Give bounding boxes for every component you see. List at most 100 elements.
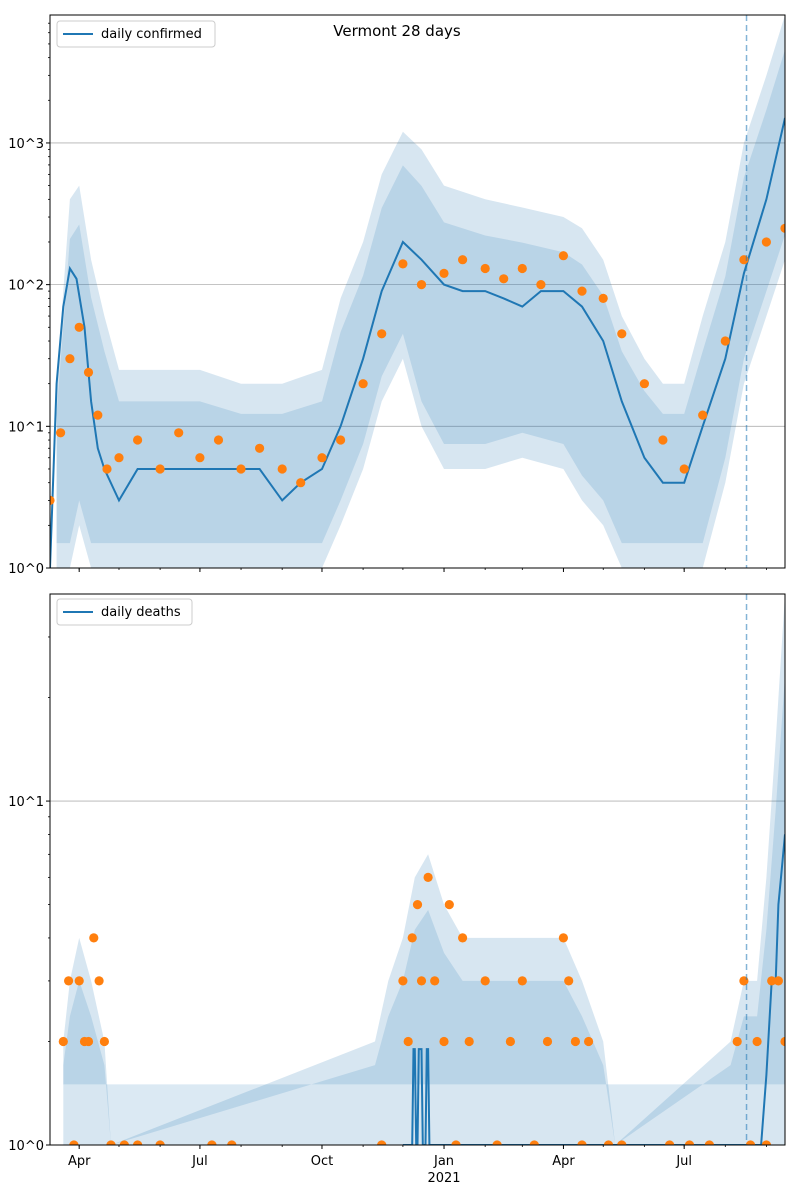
observed-point [423,872,433,883]
observed-point [416,976,427,986]
model-line [50,117,785,568]
confirmed-panel: 10^0 10^1 10^2 10^3 Vermont 28 days daily c… [8,14,786,577]
deaths-uncertainty-band [63,594,785,1145]
observed-point [517,263,527,274]
observed-point [684,1140,695,1145]
x-tick-label: Jul [191,1154,208,1169]
observed-point [195,453,205,463]
x-year-label: 2021 [427,1171,460,1186]
uncertainty-band-inner [63,675,785,1145]
observed-point [277,464,287,474]
deaths-axes-frame [49,593,786,1146]
observed-point [207,1140,217,1145]
observed-point [639,379,650,389]
observed-point [732,1036,742,1047]
x-tick-label: Jan [433,1154,454,1169]
y-tick-label: 10^3 [8,137,44,152]
observed-point [398,976,408,986]
observed-point [480,976,490,986]
observed-point [780,1036,785,1047]
observed-point [773,976,784,986]
observed-point [577,1140,587,1145]
observed-point [133,435,143,445]
confirmed-legend-label: daily confirmed [101,27,202,42]
observed-point [439,268,449,278]
observed-point [720,336,730,346]
observed-point [598,293,608,303]
observed-point [458,933,468,943]
observed-point [542,1036,553,1047]
deaths-x-ticks: Apr Jul Oct Jan Apr Jul [68,1145,767,1169]
x-tick-label: Oct [311,1154,333,1169]
observed-point [480,263,490,274]
observed-point [83,1036,94,1047]
observed-point [570,1036,581,1047]
observed-point [564,976,574,986]
observed-point [106,1140,116,1145]
confirmed-uncertainty-band [56,15,785,568]
observed-point [451,1140,461,1145]
observed-point [155,464,165,474]
observed-point [317,453,327,463]
observed-point [517,976,527,986]
observed-point [83,367,94,377]
deaths-y-ticks: 10^0 10^1 [8,636,50,1154]
y-tick-label: 10^0 [8,562,44,577]
observed-point [558,933,569,943]
deaths-legend-label: daily deaths [101,605,181,620]
observed-point [761,1140,771,1145]
observed-point [505,1036,515,1047]
observed-point [603,1140,614,1145]
observed-point [444,900,454,910]
observed-point [69,1140,79,1145]
observed-point [439,1036,449,1047]
observed-point [74,322,84,332]
observed-point [665,1140,675,1145]
observed-point [50,495,55,505]
observed-point [114,453,124,463]
observed-point [403,1036,413,1047]
observed-point [398,259,408,269]
observed-point [458,255,468,265]
deaths-legend-box [56,598,193,626]
uncertainty-band-inner [56,49,785,544]
observed-point [65,354,75,364]
observed-point [56,428,66,438]
confirmed-x-ticks [78,568,767,572]
observed-point [584,1036,594,1047]
observed-point [93,410,103,420]
observed-point [377,1140,387,1145]
observed-point [94,976,104,986]
observed-point [492,1140,502,1145]
observed-point [296,478,306,488]
observed-point [89,933,99,943]
x-tick-label: Apr [68,1154,91,1169]
confirmed-chart-title: Vermont 28 days [333,22,461,40]
observed-point [74,976,84,986]
uncertainty-band-outer [56,15,785,568]
y-tick-label: 10^1 [8,420,44,435]
observed-point [558,251,569,261]
y-tick-label: 10^1 [8,795,44,810]
observed-point [377,329,387,339]
confirmed-legend-box [56,20,216,48]
observed-point [255,443,265,453]
observed-point [358,379,368,389]
deaths-panel: 10^0 10^1 Apr Jul Oct Jan Apr Jul 2021 daily d… [8,593,786,1186]
observed-point [416,280,427,290]
observed-point [412,900,423,910]
observed-point [155,1140,165,1145]
observed-point [752,1036,762,1047]
observed-point [767,976,777,986]
observed-point [64,976,74,986]
observed-point [536,280,546,290]
observed-point [336,435,346,445]
x-tick-label: Jul [675,1154,692,1169]
observed-point [577,286,587,296]
observed-point [704,1140,714,1145]
observed-point [119,1140,129,1145]
uncertainty-band-outer [63,594,785,1145]
confirmed-observed-points [50,223,785,505]
observed-point [529,1140,539,1145]
